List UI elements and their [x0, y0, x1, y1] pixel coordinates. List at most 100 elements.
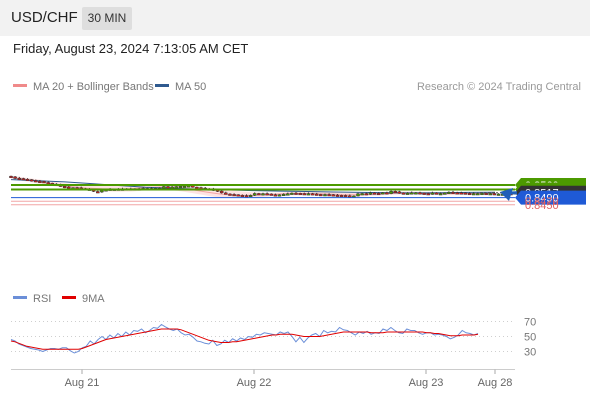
candle-body	[182, 185, 187, 188]
candle-body	[294, 192, 298, 195]
candle-body	[335, 194, 340, 197]
candle-body	[306, 193, 311, 196]
candle-body	[447, 191, 451, 194]
symbol-label: USD/CHF	[11, 9, 78, 26]
candle-body	[381, 192, 385, 195]
candle-body	[219, 190, 224, 194]
candle-body	[463, 192, 468, 195]
candle-body	[451, 191, 455, 194]
candle-body	[409, 192, 414, 195]
candle-body	[273, 194, 278, 197]
ma20-legend-label: MA 20 + Bollinger Bands	[33, 81, 154, 93]
candle-body	[162, 186, 166, 189]
candle-body	[327, 194, 331, 197]
x-axis: Aug 21 Aug 22 Aug 23 Aug 28	[11, 369, 515, 389]
candle-body	[385, 192, 389, 195]
candle-body	[443, 192, 447, 195]
candle-body	[290, 192, 294, 195]
candle-body	[471, 193, 476, 196]
candle-body	[261, 193, 265, 196]
candle-body	[38, 180, 42, 183]
candle-body	[195, 186, 199, 189]
rsi-legend-label: RSI	[33, 293, 51, 305]
candle-body	[393, 191, 397, 194]
rsi-legend-swatch	[13, 296, 27, 299]
candle-body	[339, 195, 344, 198]
candle-body	[170, 186, 174, 189]
candle-body	[236, 194, 240, 197]
level-label: 0.8490	[525, 193, 559, 205]
rsi-line	[10, 323, 479, 354]
legend: MA 20 + Bollinger Bands MA 50 Research ©…	[13, 81, 581, 93]
x-tick-label: Aug 22	[237, 377, 272, 389]
candle-body	[319, 194, 323, 197]
candle-body	[434, 192, 439, 195]
candle-body	[459, 192, 464, 195]
candle-body	[310, 193, 315, 196]
candle-body	[397, 191, 402, 194]
candle-body	[34, 180, 38, 183]
candle-body	[331, 194, 335, 197]
candle-body	[496, 193, 501, 196]
candle-body	[252, 193, 257, 196]
rsi-panel: RSI 9MA 70 50 30	[10, 293, 536, 359]
candle-body	[364, 193, 369, 196]
candle-body	[96, 191, 100, 194]
candle-body	[240, 195, 245, 198]
candle-body	[13, 176, 17, 179]
candle-body	[9, 175, 13, 178]
candle-body	[418, 192, 422, 195]
candle-body	[488, 193, 492, 196]
candle-body	[343, 195, 348, 198]
candle-body	[356, 193, 360, 197]
candle-body	[248, 195, 253, 198]
ma20-legend-swatch	[13, 84, 27, 87]
candle-body	[426, 193, 430, 196]
candle-body	[467, 193, 472, 196]
rsi-tick-label: 70	[524, 317, 536, 329]
candle-body	[372, 192, 377, 195]
candle-body	[492, 193, 497, 196]
x-tick-label: Aug 23	[409, 377, 444, 389]
candle-body	[298, 193, 302, 196]
candle-body	[265, 193, 269, 196]
candle-body	[405, 192, 410, 195]
candle-body	[476, 193, 480, 196]
candle-body	[100, 190, 104, 193]
candle-body	[257, 193, 261, 196]
rsi-ma-legend-label: 9MA	[82, 293, 105, 305]
candle-body	[46, 182, 50, 185]
candle-body	[376, 193, 381, 196]
chart-header: USD/CHF 30 MIN	[0, 0, 590, 36]
rsi-tick-label: 50	[524, 332, 536, 344]
candle-body	[480, 193, 484, 196]
level-label: 0.8450	[525, 200, 559, 212]
candle-body	[25, 178, 30, 181]
candle-body	[360, 193, 364, 196]
candle-body	[302, 193, 307, 196]
candle-body	[281, 193, 286, 196]
candle-body	[314, 193, 319, 196]
timeframe-button[interactable]: 30 MIN	[82, 7, 132, 30]
candle-body	[348, 195, 352, 198]
candle-body	[232, 194, 236, 197]
x-tick-label: Aug 21	[65, 377, 100, 389]
ma50-legend-label: MA 50	[175, 81, 206, 93]
rsi-ma-legend-swatch	[62, 296, 76, 299]
candle-body	[286, 193, 290, 196]
candle-body	[414, 192, 418, 195]
candle-body	[323, 194, 327, 197]
candle-body	[166, 186, 170, 189]
candle-body	[62, 186, 67, 189]
candle-body	[422, 192, 426, 195]
timestamp: Friday, August 23, 2024 7:13:05 AM CET	[13, 41, 249, 56]
candle-body	[224, 192, 228, 195]
candle-body	[178, 186, 183, 189]
candle-body	[42, 181, 46, 184]
candle-body	[401, 192, 406, 195]
research-credit: Research © 2024 Trading Central	[417, 81, 581, 93]
candle-body	[438, 193, 443, 196]
rsi-tick-label: 30	[524, 347, 536, 359]
